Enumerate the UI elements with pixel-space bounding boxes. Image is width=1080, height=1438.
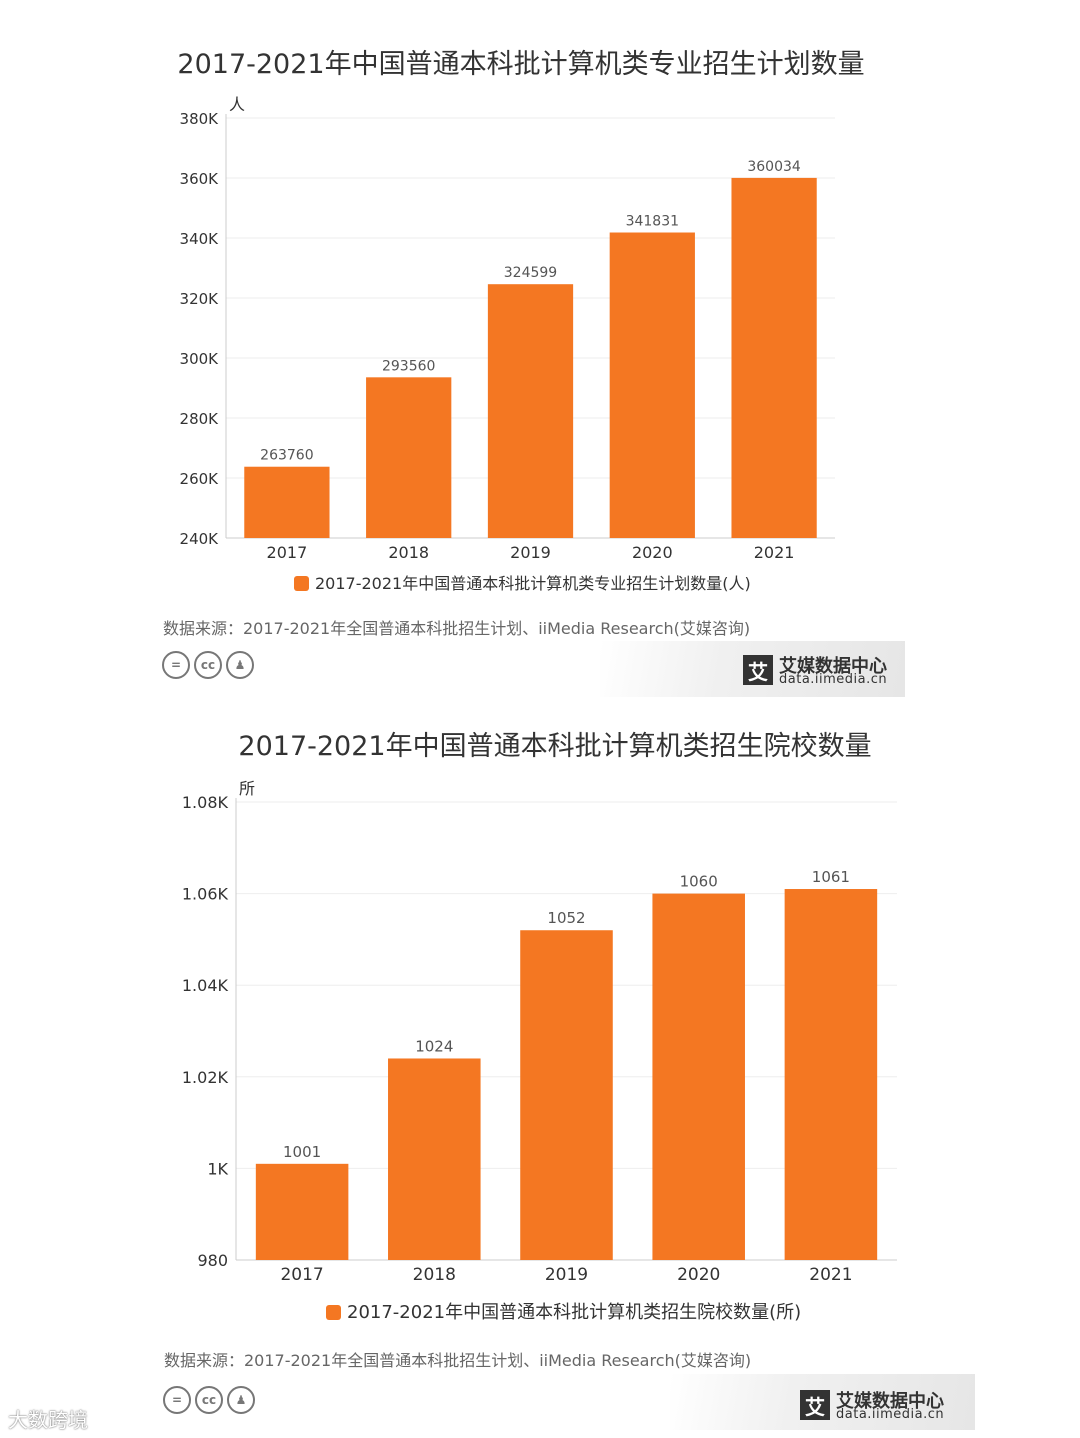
- bar: [366, 377, 452, 538]
- y-tick-label: 1.08K: [182, 793, 229, 812]
- y-tick-label: 320K: [180, 290, 220, 308]
- y-unit-label: 人: [229, 95, 245, 114]
- brand-name: 艾媒数据中心: [836, 1391, 944, 1412]
- data-source: 数据来源：2017-2021年全国普通本科批招生计划、iiMedia Resea…: [164, 1351, 752, 1370]
- bar: [255, 1163, 349, 1260]
- equals-icon: =: [163, 1386, 191, 1414]
- bar: [244, 466, 330, 538]
- legend-swatch: [326, 1305, 341, 1320]
- y-tick-label: 1.06K: [182, 885, 229, 904]
- y-tick-label: 260K: [180, 470, 220, 488]
- legend-label: 2017-2021年中国普通本科批计算机类招生院校数量(所): [347, 1302, 801, 1323]
- x-tick-label: 2020: [632, 543, 673, 562]
- x-tick-label: 2017: [280, 1265, 323, 1285]
- data-label: 293560: [382, 358, 435, 374]
- y-unit-label: 所: [239, 779, 255, 798]
- license-icons: = cc ♟: [163, 1386, 255, 1414]
- data-source: 数据来源：2017-2021年全国普通本科批招生计划、iiMedia Resea…: [163, 619, 751, 638]
- chart-title: 2017-2021年中国普通本科批计算机类专业招生计划数量: [177, 49, 865, 80]
- brand-name: 艾媒数据中心: [779, 656, 887, 677]
- bar: [652, 893, 745, 1260]
- y-tick-label: 300K: [180, 350, 220, 368]
- legend: 2017-2021年中国普通本科批计算机类专业招生计划数量(人): [294, 574, 751, 593]
- cc-icon: cc: [195, 1386, 223, 1414]
- bar: [731, 177, 817, 538]
- bar: [784, 889, 878, 1260]
- y-tick-label: 280K: [180, 410, 220, 428]
- y-tick-label: 240K: [180, 530, 220, 548]
- bar: [520, 930, 613, 1260]
- bar-chart-schools: 980 1K 1.02K 1.04K 1.06K 1.08K 所 1001 2017 1024 20…: [182, 779, 897, 1323]
- data-label: 1024: [415, 1037, 453, 1055]
- x-tick-label: 2020: [677, 1265, 720, 1285]
- equals-icon: =: [162, 651, 190, 679]
- legend: 2017-2021年中国普通本科批计算机类招生院校数量(所): [326, 1302, 801, 1323]
- data-label: 360034: [747, 159, 801, 175]
- data-label: 263760: [260, 448, 313, 464]
- bar-chart-plan: 240K 260K 280K 300K 320K 340K 360K 380K 人 263760 2…: [180, 95, 835, 593]
- data-label: 324599: [504, 265, 557, 281]
- chart-panel-plan: 2017-2021年中国普通本科批计算机类专业招生计划数量 240K 260K 28…: [0, 0, 1080, 700]
- x-tick-label: 2017: [267, 543, 308, 562]
- data-label: 1060: [680, 873, 718, 891]
- y-tick-label: 1K: [207, 1159, 228, 1178]
- brand-url: data.iimedia.cn: [836, 1407, 945, 1422]
- x-tick-label: 2021: [754, 543, 795, 562]
- brand-logo-icon: 艾: [743, 655, 773, 685]
- data-label: 341831: [626, 214, 679, 230]
- license-icons: = cc ♟: [162, 651, 254, 679]
- y-tick-label: 980: [197, 1251, 228, 1270]
- data-label: 1052: [547, 909, 585, 927]
- cc-icon: cc: [194, 651, 222, 679]
- y-tick-label: 1.02K: [182, 1068, 229, 1087]
- x-tick-label: 2019: [545, 1265, 588, 1285]
- y-tick-label: 340K: [180, 230, 220, 248]
- y-tick-label: 380K: [180, 110, 220, 128]
- bar: [487, 284, 574, 538]
- legend-label: 2017-2021年中国普通本科批计算机类专业招生计划数量(人): [315, 574, 751, 593]
- x-tick-label: 2018: [388, 543, 429, 562]
- y-tick-label: 1.04K: [182, 976, 229, 995]
- chart-title: 2017-2021年中国普通本科批计算机类招生院校数量: [238, 731, 872, 762]
- x-tick-label: 2021: [809, 1265, 852, 1285]
- bar: [388, 1058, 481, 1260]
- y-tick-label: 360K: [180, 170, 220, 188]
- chart-panel-schools: 2017-2021年中国普通本科批计算机类招生院校数量 980 1K 1.02K 1.…: [0, 700, 1080, 1438]
- legend-swatch: [294, 576, 309, 591]
- x-tick-label: 2018: [413, 1265, 456, 1285]
- brand-logo-icon: 艾: [800, 1390, 830, 1420]
- x-tick-label: 2019: [510, 543, 551, 562]
- bar: [609, 232, 695, 538]
- data-label: 1001: [283, 1143, 321, 1161]
- person-icon: ♟: [226, 651, 254, 679]
- person-icon: ♟: [227, 1386, 255, 1414]
- watermark: 大数跨境: [8, 1408, 88, 1432]
- brand-url: data.iimedia.cn: [779, 672, 888, 687]
- data-label: 1061: [812, 868, 850, 886]
